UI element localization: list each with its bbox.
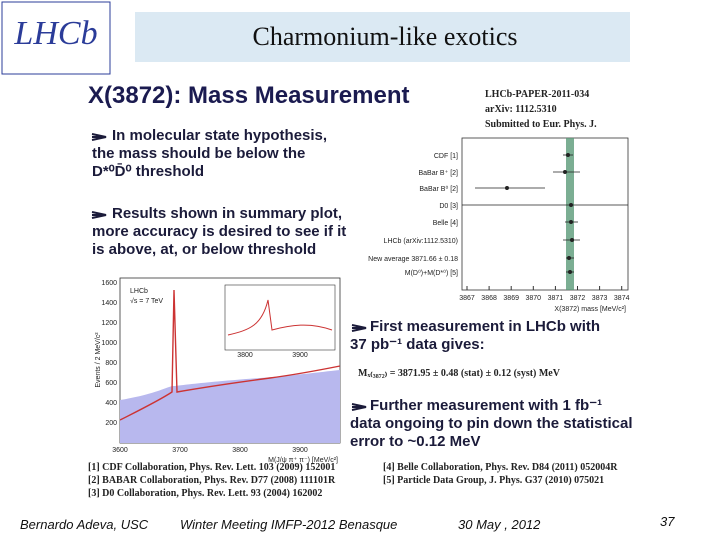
mass-plot-ytick: 1600 (101, 280, 117, 287)
reference: [4] Belle Collaboration, Phys. Rev. D84 … (383, 462, 618, 473)
summary-label: BaBar B⁰ [2] (419, 185, 458, 193)
footer-author: Bernardo Adeva, USC (20, 517, 149, 532)
mass-plot-ytick: 1400 (101, 300, 117, 307)
bullet-arrow (351, 324, 367, 332)
bullet-text: the mass should be below the (92, 145, 305, 162)
inset-tick: 3900 (292, 352, 308, 359)
reference: [3] D0 Collaboration, Phys. Rev. Lett. 9… (88, 488, 322, 499)
footer-date: 30 May , 2012 (458, 517, 541, 532)
summary-points (462, 152, 628, 274)
paper-ref: arXiv: 1112.5310 (485, 104, 557, 115)
summary-tick-label: 3871 (548, 295, 564, 302)
summary-tick-label: 3874 (614, 295, 630, 302)
mass-plot-ylabel: Events / 2 MeV/c² (95, 332, 102, 388)
bullet-text: Further measurement with 1 fb⁻¹ (370, 397, 602, 414)
reference: [5] Particle Data Group, J. Phys. G37 (2… (383, 475, 604, 486)
bullet-text: First measurement in LHCb with (370, 318, 600, 335)
logo: LHCb (13, 15, 97, 52)
average-band (566, 138, 574, 290)
mass-plot-ytick: 200 (105, 420, 117, 427)
mass-plot-xtick: 3700 (172, 447, 188, 454)
bullet-text: data ongoing to pin down the statistical (350, 415, 633, 432)
summary-tick-label: 3867 (459, 295, 475, 302)
summary-label: D0 [3] (439, 203, 458, 210)
mass-plot-subtitle: √s = 7 TeV (130, 297, 163, 305)
summary-tick-label: 3873 (592, 295, 608, 302)
bullet-arrow (91, 211, 107, 219)
reference: [1] CDF Collaboration, Phys. Rev. Lett. … (88, 462, 335, 473)
bullet-text: more accuracy is desired to see if it (92, 223, 346, 240)
mass-plot-xtick: 3900 (292, 447, 308, 454)
bullet-arrow (351, 403, 367, 411)
mass-plot-ytick: 1200 (101, 320, 117, 327)
inset-curve (227, 299, 333, 336)
summary-label: Belle [4] (433, 220, 458, 227)
reference: [2] BABAR Collaboration, Phys. Rev. D77 … (88, 475, 336, 486)
bullet-text: is above, at, or below threshold (92, 241, 316, 258)
fit-curve (119, 289, 341, 421)
summary-label: M(D⁰)+M(D*⁰) [5] (405, 269, 458, 277)
bullet-arrow (91, 133, 107, 141)
page-number: 37 (660, 514, 675, 529)
summary-tick-label: 3870 (526, 295, 542, 302)
mass-plot-ytick: 600 (105, 380, 117, 387)
summary-label: CDF [1] (434, 153, 458, 160)
summary-tick-label: 3869 (503, 295, 519, 302)
summary-xlabel: X(3872) mass [MeV/c²] (554, 306, 626, 313)
bullet-text: 37 pb⁻¹ data gives: (350, 336, 485, 353)
inset-frame (224, 284, 336, 351)
mass-plot-ytick: 1000 (101, 340, 117, 347)
summary-plot-frame (461, 137, 629, 291)
footer-event: Winter Meeting IMFP-2012 Benasque (180, 517, 397, 532)
mass-plot-xlabel: M(J/ψ π⁺ π⁻) [MeV/c²] (268, 457, 338, 464)
background-fill (120, 370, 340, 443)
paper-ref: LHCb-PAPER-2011-034 (485, 89, 589, 100)
summary-tick-label: 3872 (570, 295, 586, 302)
summary-label: LHCb (arXiv:1112.5310) (384, 238, 458, 245)
heading: X(3872): Mass Measurement (88, 82, 409, 109)
title-box (135, 12, 630, 62)
logo-box (1, 1, 111, 75)
inset-tick: 3800 (237, 352, 253, 359)
result: Mₓ₍₃₈₇₂₎ = 3871.95 ± 0.48 (stat) ± 0.12 … (358, 368, 561, 379)
mass-plot-ytick: 400 (105, 400, 117, 407)
mass-plot-xtick: 3800 (232, 447, 248, 454)
bullet-text: Results shown in summary plot, (112, 205, 342, 222)
bullet-text: error to ~0.12 MeV (350, 433, 480, 450)
mass-plot-xtick: 3600 (112, 447, 128, 454)
paper-ref: Submitted to Eur. Phys. J. (485, 119, 597, 130)
mass-plot-ytick: 800 (105, 360, 117, 367)
mass-plot-title: LHCb (130, 288, 148, 295)
bullet-text: D*⁰D̄⁰ threshold (92, 162, 204, 180)
bullet-text: In molecular state hypothesis, (112, 127, 327, 144)
summary-label: BaBar B⁺ [2] (419, 170, 459, 177)
summary-tick-label: 3868 (481, 295, 497, 302)
slide-title: Charmonium-like exotics (252, 22, 517, 51)
summary-label: New average 3871.66 ± 0.18 (368, 256, 458, 263)
